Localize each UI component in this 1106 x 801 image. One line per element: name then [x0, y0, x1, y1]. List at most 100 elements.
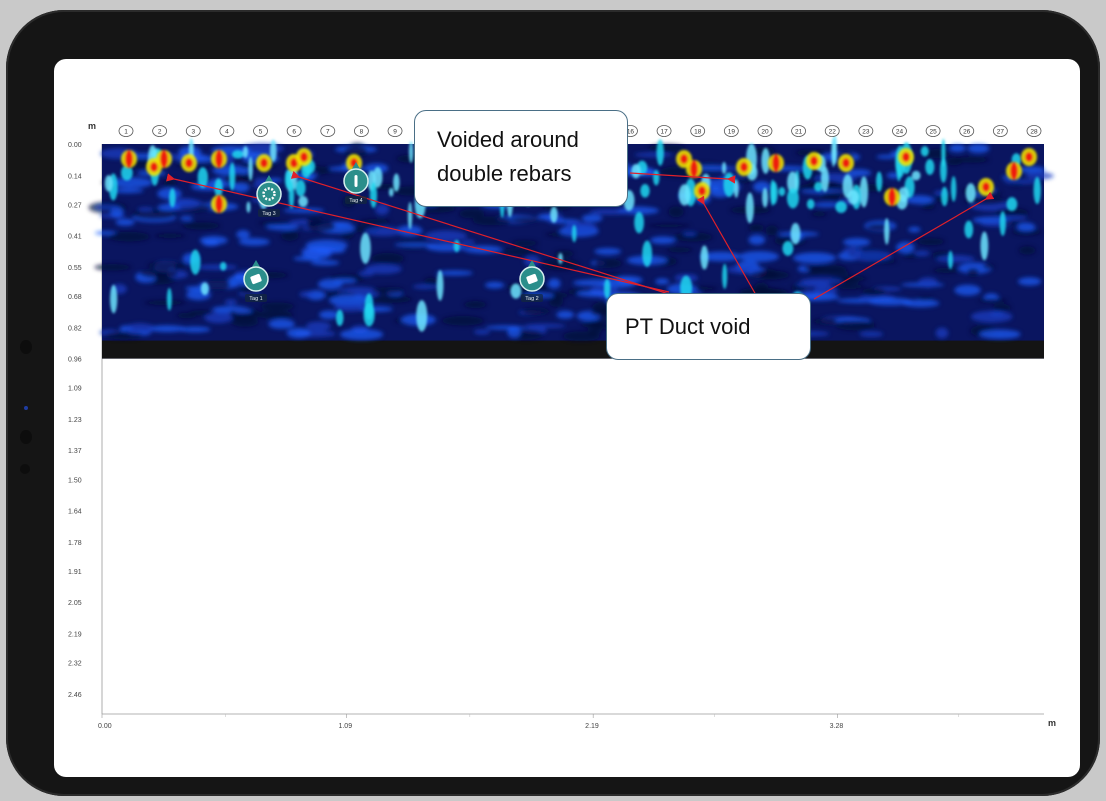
scan-texture-blob: [365, 264, 402, 274]
scan-reflection: [364, 293, 374, 320]
scan-texture-blob: [441, 315, 484, 326]
channel-marker: 27: [992, 125, 1008, 137]
channel-circle: [253, 125, 268, 137]
scan-reflection: [642, 240, 653, 267]
scan-texture-blob: [979, 329, 1021, 340]
scan-texture-blob: [182, 221, 221, 230]
scan-texture-blob: [918, 277, 938, 288]
channel-marker: 20: [757, 125, 773, 137]
scan-hot-spot: [160, 150, 168, 168]
scan-tag[interactable]: Tag 3: [256, 175, 282, 217]
scan-reflection: [242, 146, 249, 159]
scan-tag[interactable]: Tag 4: [343, 162, 369, 204]
channel-marker: 25: [925, 125, 941, 137]
pt-duct-callout: PT Duct void: [606, 293, 811, 360]
depth-tick-label: 1.64: [68, 509, 82, 516]
scan-texture-blob: [280, 230, 299, 242]
scan-reflection: [571, 224, 577, 243]
scan-texture-blob: [472, 215, 511, 226]
scan-texture-blob: [647, 223, 691, 228]
scan-texture-blob: [137, 207, 154, 212]
scan-texture-blob: [693, 165, 730, 171]
scan-texture-blob: [306, 221, 336, 232]
scan-texture-blob: [648, 144, 686, 153]
scan-texture-blob: [833, 284, 866, 290]
scan-hot-spot: [982, 182, 990, 192]
scan-texture-blob: [576, 290, 611, 298]
scan-tag[interactable]: Tag 1: [243, 260, 269, 302]
scan-reflection: [634, 211, 644, 234]
scan-reflection: [814, 181, 823, 192]
channel-marker: 3: [185, 125, 201, 137]
scan-reflection: [416, 300, 428, 332]
scan-texture-blob: [852, 250, 892, 262]
voided-callout-line2: double rebars: [437, 161, 572, 186]
tag-label-bg: [245, 294, 267, 302]
tablet-frame: m m 0.00 0.14 0.27 0.41 0.55 0.68 0.82 0.96 1.09…: [6, 10, 1100, 796]
depth-tick-label: 1.91: [68, 569, 82, 576]
camera-dot: [20, 340, 32, 354]
channel-marker: 28: [1026, 125, 1042, 137]
scan-texture-blob: [748, 234, 766, 245]
scan-texture-blob: [554, 249, 574, 258]
scan-reflection: [550, 206, 558, 223]
tag-marker[interactable]: [256, 181, 282, 207]
scan-reflection: [835, 201, 847, 214]
scan-reflection: [631, 164, 641, 179]
scan-reflection: [778, 186, 786, 197]
scan-tags[interactable]: Tag 3 Tag 4 Tag 1 Tag 2: [243, 162, 545, 302]
channel-circle: [824, 125, 840, 137]
channel-number: 20: [761, 129, 769, 136]
channel-number: 5: [259, 129, 263, 136]
distance-tick-label: 0.00: [98, 723, 112, 730]
scan-texture-blob: [238, 238, 270, 246]
scan-texture-blob: [268, 319, 295, 329]
arrow-pt-4: [813, 191, 995, 300]
tag-label-bg: [521, 294, 543, 302]
scan-texture-blob: [501, 247, 539, 256]
distance-tick-label: 1.09: [338, 723, 352, 730]
scan-texture-blob: [180, 216, 193, 221]
depth-tick-label: 0.27: [68, 202, 82, 209]
scan-texture-blob: [913, 250, 930, 256]
scan-texture-blob: [334, 303, 366, 312]
scan-reflection: [941, 138, 946, 168]
scan-reflection: [980, 231, 989, 261]
scan-texture-blob: [107, 231, 151, 242]
channel-circle: [791, 125, 806, 137]
scan-reflection: [169, 188, 176, 208]
scan-texture-blob: [484, 281, 505, 289]
scan-texture-blob: [236, 229, 250, 239]
scan-reflection: [678, 184, 691, 206]
arrow-voided: [629, 172, 736, 184]
tag-label-bg: [258, 209, 280, 217]
scan-texture-blob: [375, 203, 390, 215]
scan-texture-blob: [542, 258, 580, 271]
scan-reflection: [947, 250, 953, 270]
scan-texture-blob: [223, 173, 249, 185]
scan-texture-blob: [371, 295, 413, 303]
scan-texture-blob: [522, 307, 551, 315]
tag-label-bg: [345, 196, 367, 204]
scan-reflection: [104, 175, 113, 192]
scan-texture-blob: [461, 239, 475, 245]
channel-number: 19: [728, 129, 736, 136]
channel-marker: 2: [152, 125, 168, 137]
channel-marker: 5: [253, 125, 268, 137]
scan-reflection: [832, 134, 838, 165]
channel-number: 21: [795, 129, 803, 136]
scan-texture-blob: [673, 232, 713, 242]
scan-texture-blob: [813, 202, 841, 208]
scan-reflection: [721, 161, 727, 175]
scan-tag[interactable]: Tag 2: [519, 260, 545, 302]
depth-tick-label: 0.55: [68, 265, 82, 272]
scan-hot-spot: [185, 158, 193, 168]
scan-reflection: [407, 201, 413, 230]
info-icon: [354, 175, 358, 187]
gpr-scan-chart[interactable]: m m 0.00 0.14 0.27 0.41 0.55 0.68 0.82 0.96 1.09…: [54, 59, 1080, 777]
scan-reflection: [722, 263, 728, 289]
scan-texture-blob: [1017, 277, 1042, 286]
scan-texture-blob: [319, 310, 339, 320]
channel-number: 7: [326, 129, 330, 136]
scan-reflection: [248, 156, 253, 181]
